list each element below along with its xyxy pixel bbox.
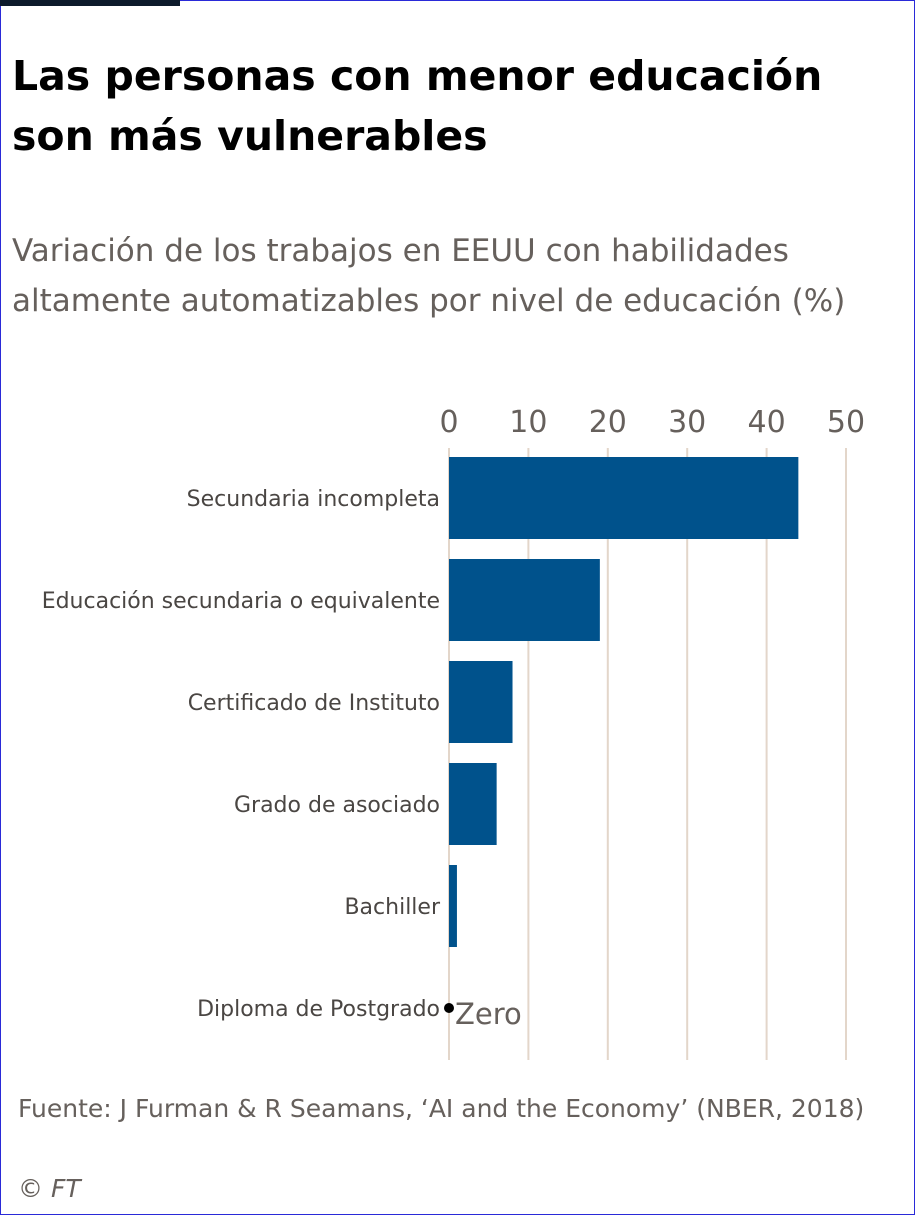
- top-rule: [0, 0, 180, 6]
- zero-marker: [444, 1003, 454, 1013]
- category-label: Grado de asociado: [234, 793, 440, 818]
- category-label: Bachiller: [344, 895, 440, 920]
- x-tick-label: 20: [589, 405, 627, 440]
- copyright-symbol: ©: [18, 1174, 43, 1203]
- chart-subtitle: Variación de los trabajos en EEUU con ha…: [12, 233, 846, 319]
- bar: [449, 457, 799, 539]
- ft-logo: FT: [50, 1174, 81, 1203]
- bar: [449, 865, 457, 947]
- bar: [449, 763, 497, 845]
- zero-annotation: Zero: [455, 997, 522, 1031]
- bar-chart: 0 10 20 30 40 50 Secundaria incompleta Educació…: [42, 405, 865, 1060]
- x-tick-label: 40: [748, 405, 786, 440]
- copyright: © FT: [18, 1172, 81, 1206]
- x-tick-label: 10: [509, 405, 547, 440]
- category-label: Educación secundaria o equivalente: [42, 589, 440, 614]
- category-label: Certificado de Instituto: [188, 691, 440, 716]
- x-tick-label: 30: [668, 405, 706, 440]
- category-label: Secundaria incompleta: [187, 487, 440, 512]
- x-tick-label: 50: [827, 405, 865, 440]
- source-note: Fuente: J Furman & R Seamans, ‘AI and th…: [18, 1094, 865, 1123]
- bar: [449, 661, 513, 743]
- category-label: Diploma de Postgrado: [197, 997, 440, 1022]
- x-tick-label: 0: [439, 405, 458, 440]
- chart-title: Las personas con menor educación son más…: [12, 52, 823, 160]
- bar: [449, 559, 600, 641]
